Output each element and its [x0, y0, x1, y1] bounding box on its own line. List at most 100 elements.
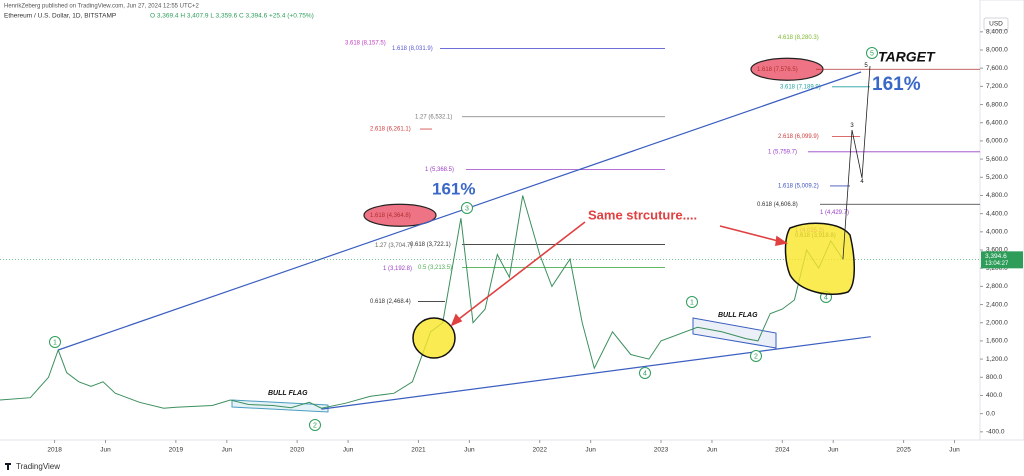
fib-label: 0.618 (3,722.1): [410, 242, 451, 248]
y-tick-label: 3,200.0: [986, 265, 1008, 272]
wave-circle: [309, 419, 321, 431]
y-tick-label: 5,200.0: [986, 174, 1008, 181]
wave-circle: [49, 336, 61, 348]
fib-label: 1 (3,192.8): [383, 266, 412, 272]
x-tick-label: 2024: [775, 447, 790, 454]
fib-label: 0.5 (3,213.5): [418, 265, 452, 271]
wave-circle: [461, 202, 473, 214]
y-tick-label: 7,600.0: [986, 65, 1008, 72]
x-tick-label: 2022: [532, 447, 547, 454]
y-tick-label: 800.0: [986, 374, 1003, 381]
wave-circle: [686, 296, 698, 308]
x-tick-label: Jun: [949, 447, 960, 454]
annotation: 161%: [432, 179, 475, 198]
y-tick-label: 7,200.0: [986, 83, 1008, 90]
y-tick-label: 1,200.0: [986, 356, 1008, 363]
y-tick-label: 8,000.0: [986, 47, 1008, 54]
fib-label: 2.618 (6,099.9): [778, 134, 819, 140]
brand: TradingView: [16, 462, 60, 471]
brand-logo: [5, 463, 11, 470]
y-tick-label: 6,400.0: [986, 119, 1008, 126]
y-tick-label: 400.0: [986, 392, 1003, 399]
fib-label: 1.618 (5,009.2): [778, 184, 819, 190]
y-tick-label: 8,400.0: [986, 29, 1008, 36]
fib-label: 1.618 (4,364.8): [370, 213, 411, 219]
wave-circle: [750, 350, 762, 362]
x-tick-label: Jun: [828, 447, 839, 454]
y-tick-label: 1,600.0: [986, 338, 1008, 345]
x-tick-label: Jun: [585, 447, 596, 454]
x-tick-label: 2019: [169, 447, 184, 454]
ohlc: O 3,369.4 H 3,407.9 L 3,359.6 C 3,394.6 …: [150, 13, 314, 20]
y-tick-label: 2,400.0: [986, 301, 1008, 308]
x-tick-label: Jun: [707, 447, 718, 454]
x-tick-label: 2023: [654, 447, 669, 454]
wave-label: 5: [864, 63, 868, 69]
wave-label: 1: [690, 299, 694, 306]
symbol: Ethereum / U.S. Dollar, 1D, BITSTAMP: [4, 13, 116, 20]
wave-label: 2: [754, 353, 758, 360]
last-price-tag: [981, 251, 1023, 269]
fib-label: 1.618 (8,031.9): [392, 46, 433, 52]
price-line: [0, 195, 844, 409]
fib-label: 1 (4,429.7): [820, 210, 849, 216]
fib-label: 3.618 (8,157.5): [345, 40, 386, 46]
y-tick-label: 2,800.0: [986, 283, 1008, 290]
x-tick-label: Jun: [343, 447, 354, 454]
fib-label: 1.27 (6,532.1): [415, 114, 452, 120]
wave-circle: [639, 367, 651, 379]
annotation: 161%: [872, 74, 921, 95]
y-tick-label: 0.0: [986, 410, 995, 417]
y-tick-label: 4,800.0: [986, 192, 1008, 199]
wave-label: 4: [860, 179, 864, 185]
arrow: [450, 221, 789, 327]
countdown: 13:04:27: [985, 261, 1009, 267]
fib-label: 1 (5,759.7): [768, 149, 797, 155]
y-tick-label: -400.0: [986, 429, 1005, 436]
annotation: BULL FLAG: [718, 312, 758, 319]
fib-label: 1 (5,368.5): [425, 167, 454, 173]
annotation: TARGET: [878, 49, 936, 65]
wave-label: 4: [643, 370, 647, 377]
x-tick-label: Jun: [100, 447, 111, 454]
x-tick-label: 2018: [47, 447, 62, 454]
fib-label: 2.618 (6,261.1): [370, 127, 411, 133]
y-tick-label: 4,000.0: [986, 229, 1008, 236]
fib-label: 1.618 (7,576.5): [757, 67, 798, 73]
y-tick-label: 6,800.0: [986, 101, 1008, 108]
currency-box: [983, 17, 1009, 31]
trendline: [58, 71, 862, 351]
x-tick-label: Jun: [222, 447, 233, 454]
fib-label: 1.27 (3,704.7): [375, 243, 412, 249]
wave-label: 3: [465, 205, 469, 212]
wave-label: 3: [850, 123, 854, 129]
highlight-blob: [784, 222, 855, 295]
projection-path: [842, 65, 871, 260]
x-tick-label: 2025: [896, 447, 911, 454]
last-price: 3,394.6: [985, 253, 1007, 260]
wave-label: 1: [53, 339, 57, 346]
fib-label: 0.618 (4,606.8): [757, 202, 798, 208]
x-tick-label: 2020: [290, 447, 305, 454]
fib-label: 3.618 (7,189.9): [780, 84, 821, 90]
annotation: Same strcuture....: [588, 207, 697, 222]
price-axis-panel: [979, 0, 1024, 441]
y-tick-label: 3,600.0: [986, 247, 1008, 254]
currency: USD: [989, 21, 1003, 28]
highlight-blob: [363, 203, 437, 227]
y-tick-label: 2,000.0: [986, 319, 1008, 326]
x-tick-label: 2021: [411, 447, 426, 454]
publisher: HenrikZeberg published on TradingView.co…: [4, 4, 200, 10]
fib-label: 4.618 (8,280.3): [778, 35, 819, 41]
y-tick-label: 5,600.0: [986, 156, 1008, 163]
wave-label: 4: [824, 294, 828, 301]
wave-label: 2: [313, 422, 317, 429]
y-tick-label: 6,000.0: [986, 138, 1008, 145]
wave-circle: [866, 47, 878, 59]
highlight-ellipse: [412, 317, 456, 359]
wave-label: 5: [870, 50, 874, 57]
x-tick-label: Jun: [464, 447, 475, 454]
trendline: [321, 336, 871, 410]
